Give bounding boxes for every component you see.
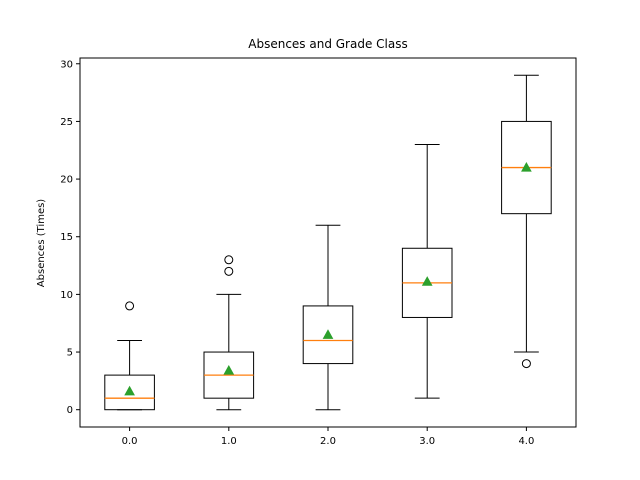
box-group-1.0 [203,255,255,411]
y-tick-label: 25 [60,117,73,128]
y-axis-label: Absences (Times) [36,199,47,288]
chart-title: Absences and Grade Class [248,37,407,51]
x-tick-label: 4.0 [518,436,534,447]
y-tick-label: 5 [67,348,73,359]
outlier-point [224,266,234,276]
mean-marker [223,364,235,375]
outlier-point [125,301,135,311]
x-tick-label: 2.0 [320,436,336,447]
y-tick-label: 30 [60,59,73,70]
x-tick-label: 0.0 [122,436,138,447]
y-tick-label: 0 [67,405,73,416]
y-tick-label: 20 [60,175,73,186]
mean-marker [421,276,433,286]
x-tick-label: 3.0 [419,436,435,447]
outlier-point [521,359,531,369]
box-group-4.0 [501,74,552,369]
iqr-box [104,374,155,411]
mean-marker [521,162,532,172]
mean-marker [124,385,135,396]
plot-area [104,74,552,411]
mean-marker [322,329,334,339]
box-group-0.0 [104,301,155,411]
outlier-point [224,255,234,265]
box-group-2.0 [302,224,354,411]
y-tick-label: 10 [60,290,73,301]
iqr-box [302,305,354,365]
y-tick-label: 15 [60,232,73,243]
x-tick-label: 1.0 [221,436,237,447]
box-group-3.0 [401,143,453,399]
